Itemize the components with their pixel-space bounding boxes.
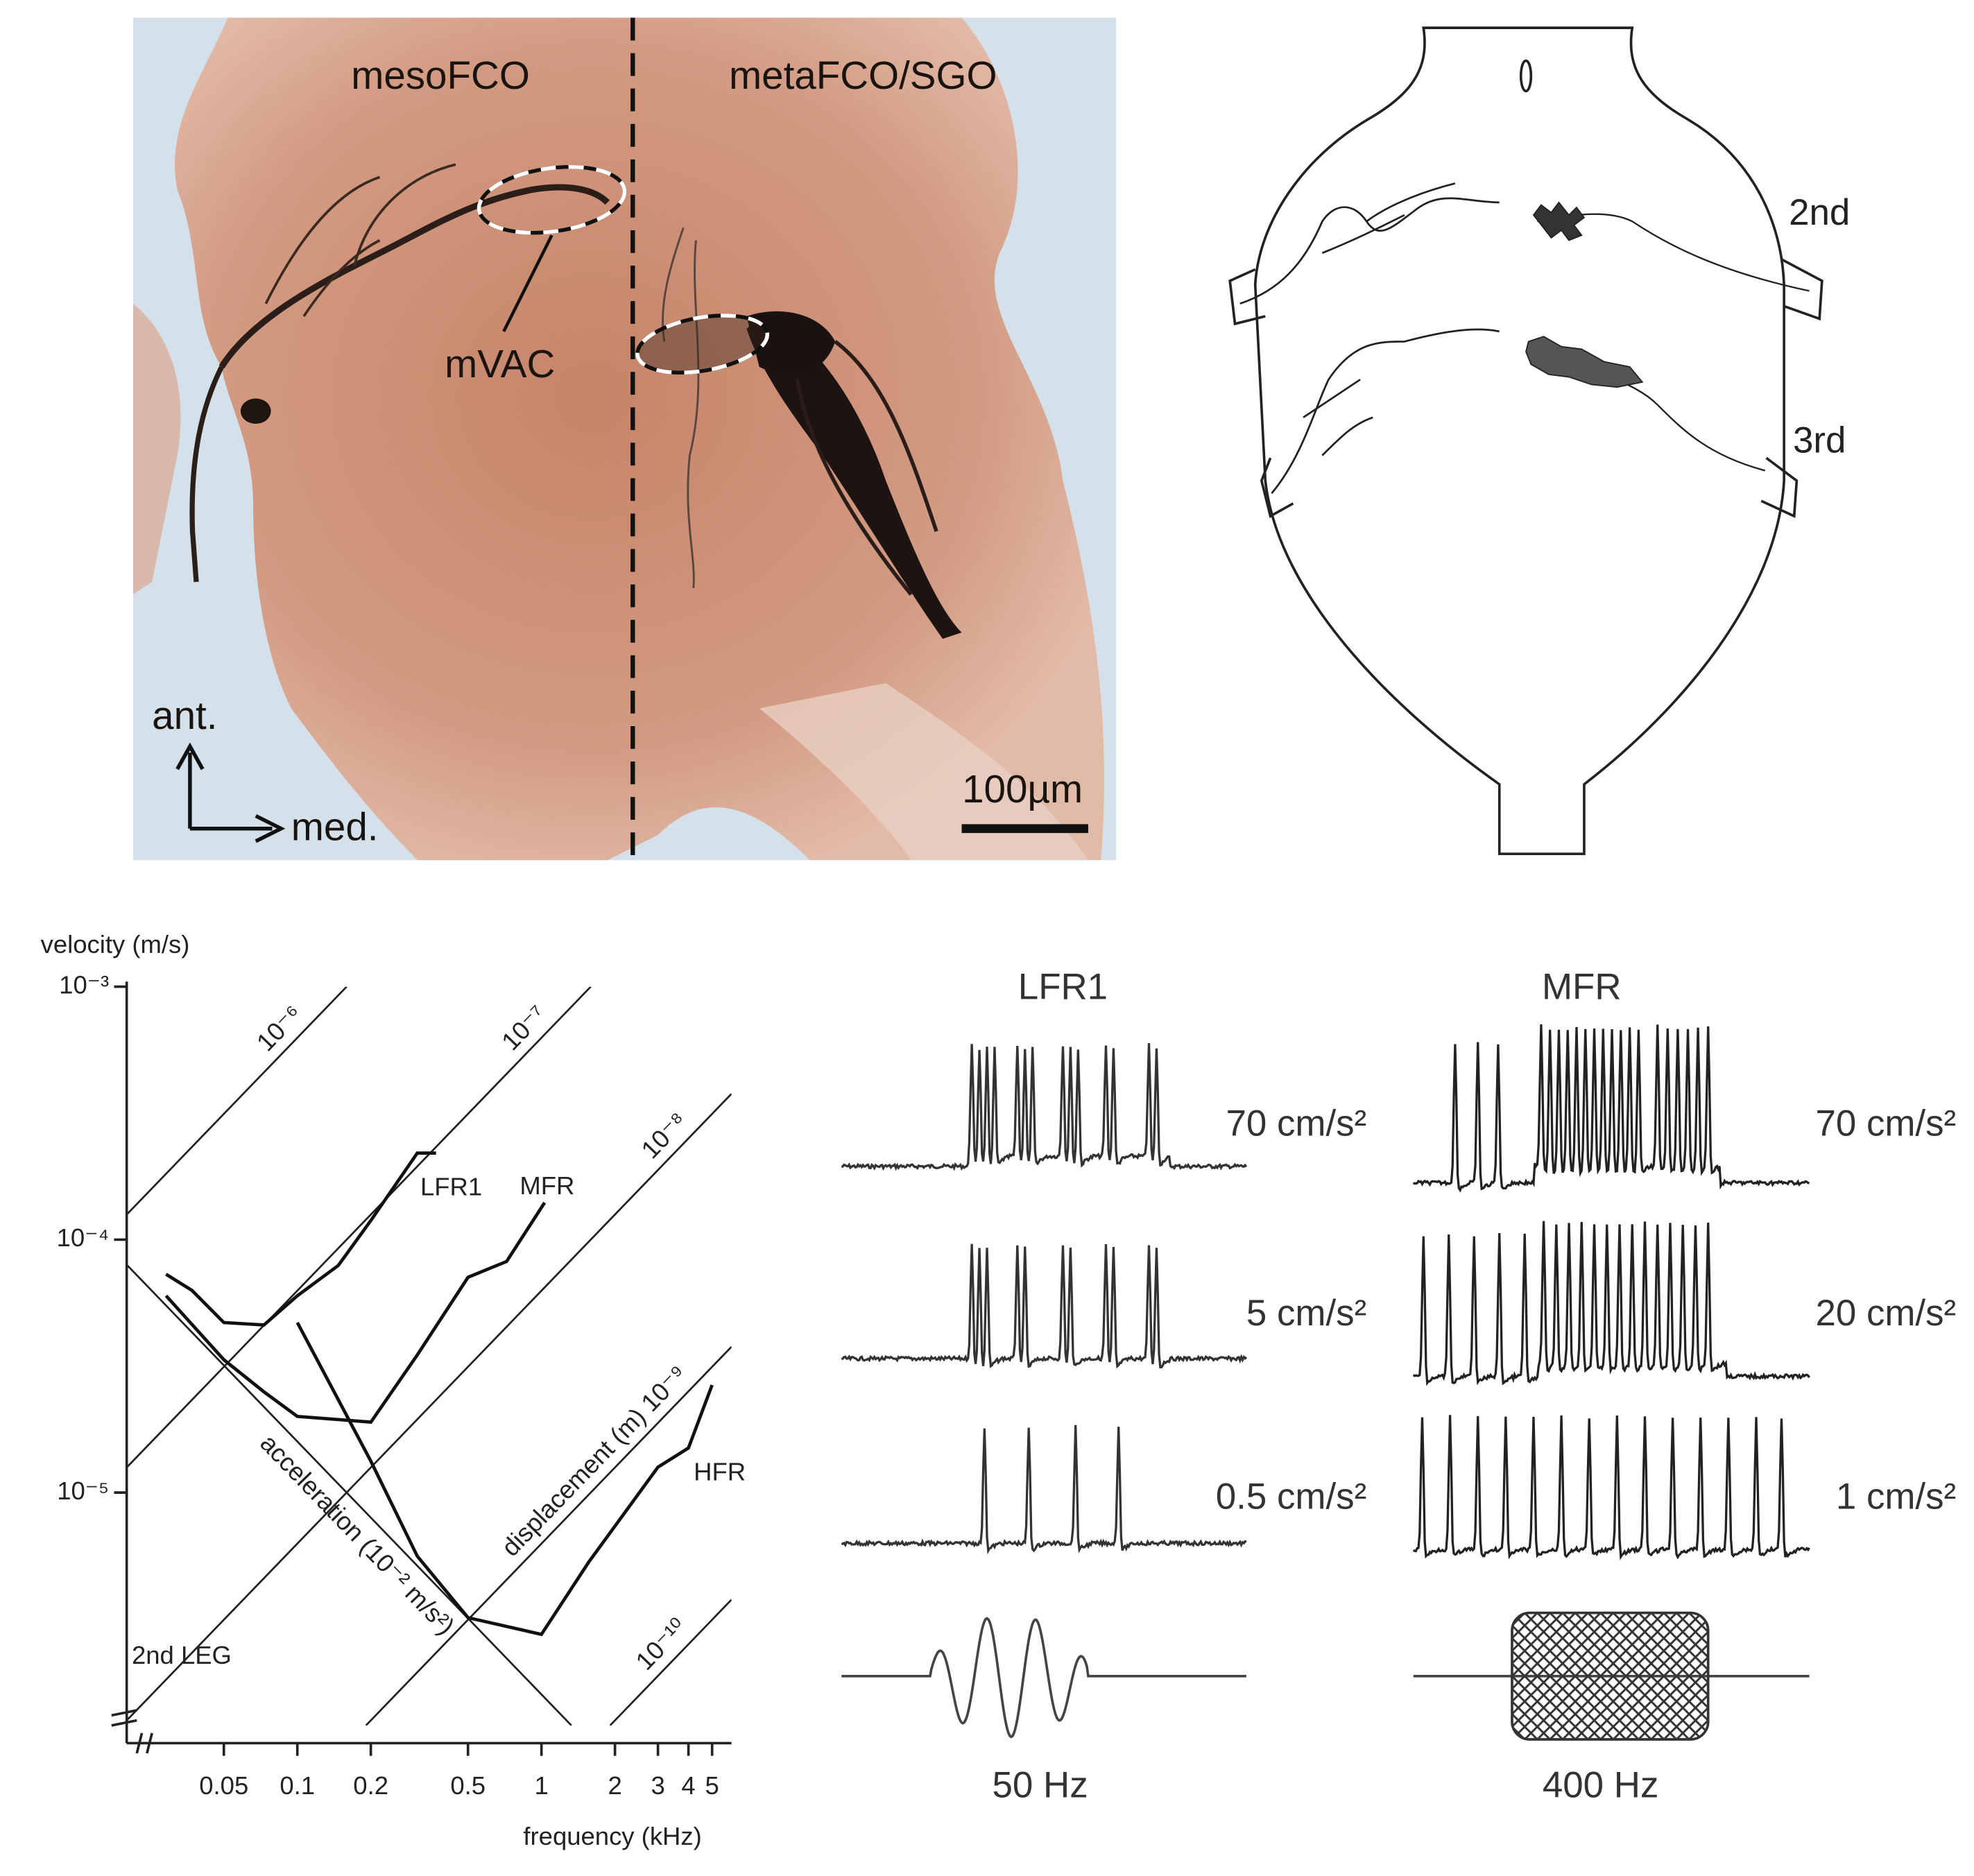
- series-label: HFR: [694, 1457, 746, 1486]
- displacement-label: 10⁻⁶: [251, 999, 307, 1056]
- segment-label: 3rd: [1793, 420, 1846, 461]
- recording-title: LFR1: [1018, 966, 1108, 1007]
- trace-label: 20 cm/s²: [1815, 1293, 1956, 1334]
- stimulus-trace: [841, 1617, 1246, 1739]
- neuron-bundle: [746, 311, 836, 375]
- axis-label: med.: [291, 804, 379, 848]
- spike-trace: [1412, 1024, 1810, 1193]
- leg-stub: [1260, 457, 1294, 518]
- neuron: [218, 184, 610, 369]
- displacement-line: [126, 986, 347, 1216]
- axis-break: [111, 1709, 153, 1754]
- threshold-curve: [164, 1201, 547, 1425]
- displacement-line: [126, 1093, 732, 1721]
- acceleration-label: acceleration (10⁻² m/s²): [255, 1429, 460, 1640]
- body-outline: [1253, 26, 1785, 856]
- region-title: metaFCO/SGO: [729, 53, 997, 97]
- x-tick-label: 0.5: [450, 1771, 486, 1800]
- recordings-panel: LFR1 70 cm/s² 5 cm/s² 0.5 cm/s² 50 Hz MFR 70 c…: [841, 966, 1956, 1805]
- segment-label: 2nd: [1789, 192, 1850, 233]
- region-label: mVAC: [445, 342, 555, 386]
- series-label: MFR: [520, 1171, 574, 1200]
- spike-trace: [841, 1425, 1247, 1555]
- axis-label: ant.: [152, 694, 217, 737]
- displacement-line: [365, 1345, 732, 1726]
- y-axis-label: velocity (m/s): [41, 930, 190, 958]
- pointer-line: [502, 234, 553, 332]
- foramen: [1519, 59, 1533, 93]
- y-tick-label: 10⁻⁴: [57, 1223, 109, 1252]
- y-tick-label: 10⁻⁵: [57, 1477, 109, 1505]
- tissue: [759, 682, 1088, 861]
- neuron: [189, 365, 224, 583]
- diagram-panel: [1228, 26, 1823, 856]
- spike-trace: [841, 1043, 1248, 1171]
- trace-label: 1 cm/s²: [1836, 1476, 1956, 1517]
- region-outline: [477, 164, 627, 235]
- displacement-line: [609, 1599, 732, 1726]
- cell-body: [240, 398, 271, 424]
- displacement-label: displacement (m) 10⁻⁹: [496, 1359, 692, 1561]
- scale-label: 100µm: [962, 767, 1083, 811]
- stimulus-burst: [1511, 1611, 1710, 1741]
- region-title: mesoFCO: [351, 53, 530, 97]
- trace-label: 5 cm/s²: [1246, 1293, 1366, 1334]
- trace-label: 0.5 cm/s²: [1216, 1476, 1366, 1517]
- orientation-arrows: [175, 742, 286, 843]
- stimulus-label: 50 Hz: [993, 1764, 1088, 1805]
- stimulus-label: 400 Hz: [1543, 1764, 1659, 1805]
- x-tick-label: 5: [705, 1771, 719, 1800]
- x-tick-label: 0.05: [199, 1771, 248, 1800]
- trace-label: 70 cm/s²: [1226, 1103, 1366, 1144]
- arbor: [1525, 336, 1644, 388]
- spike-trace: [841, 1244, 1248, 1369]
- y-tick-label: 10⁻³: [59, 970, 109, 999]
- leg-stub: [1780, 258, 1823, 321]
- x-tick-label: 0.2: [353, 1771, 388, 1800]
- x-tick-label: 0.1: [280, 1771, 315, 1800]
- series-label: LFR1: [420, 1172, 482, 1201]
- recording-title: MFR: [1542, 966, 1622, 1007]
- chart: 10⁻³ 10⁻⁴ 10⁻⁵ 0.05 0.1 0.2 0.5 1 2 3 4 5 10⁻⁶ 10⁻⁷ 10…: [57, 970, 746, 1800]
- x-tick-label: 2: [608, 1771, 621, 1800]
- displacement-line: [126, 986, 592, 1468]
- threshold-curve: [165, 1151, 436, 1327]
- trace-label: 70 cm/s²: [1815, 1103, 1956, 1144]
- x-tick-label: 3: [651, 1771, 664, 1800]
- region-outline: [635, 313, 769, 375]
- spike-trace: [1412, 1415, 1810, 1560]
- displacement-label: 10⁻⁸: [635, 1107, 692, 1164]
- displacement-label: 10⁻¹⁰: [630, 1612, 693, 1676]
- x-tick-label: 4: [681, 1771, 695, 1800]
- acceleration-line: [126, 1264, 572, 1726]
- photo-panel: [132, 17, 1117, 861]
- neuron-trace: [1271, 328, 1500, 494]
- leg-stub: [1760, 456, 1799, 518]
- neuron: [795, 340, 938, 596]
- neuron: [264, 163, 456, 318]
- leg-stub: [1228, 268, 1266, 326]
- displacement-label: 10⁻⁷: [496, 999, 551, 1056]
- x-tick-label: 1: [535, 1771, 549, 1800]
- neuron-trace: [1239, 182, 1500, 305]
- annotation: 2nd LEG: [132, 1641, 232, 1669]
- plot-area: [126, 986, 732, 1726]
- spike-trace: [1412, 1221, 1810, 1386]
- arbor: [1532, 201, 1586, 241]
- tissue: [175, 17, 1105, 861]
- x-axis-label: frequency (kHz): [523, 1822, 701, 1850]
- tissue: [132, 303, 181, 595]
- threshold-curve: [295, 1321, 714, 1637]
